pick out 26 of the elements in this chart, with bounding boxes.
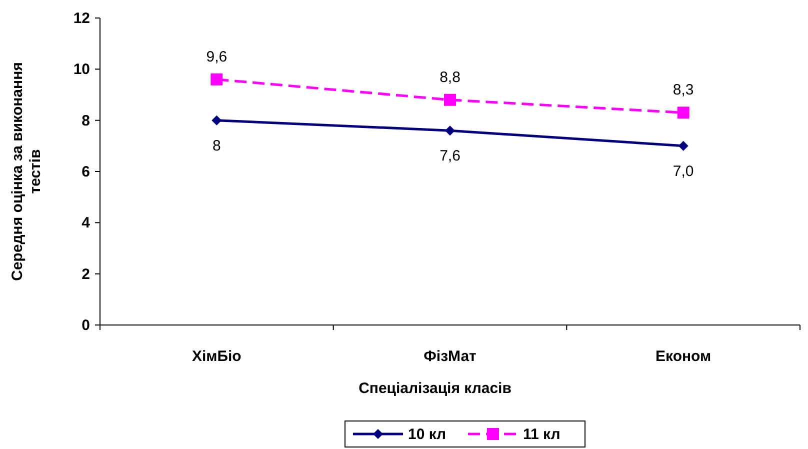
point bbox=[444, 94, 456, 106]
y-tick-label: 0 bbox=[82, 317, 90, 334]
y-tick-label: 12 bbox=[73, 10, 90, 27]
data-label: 7,6 bbox=[440, 148, 460, 165]
data-label: 8 bbox=[212, 137, 221, 154]
point bbox=[678, 140, 688, 151]
legend-label: 11 кл bbox=[523, 426, 560, 443]
x-tick-label: ФізМат bbox=[424, 348, 476, 365]
point bbox=[212, 115, 222, 126]
point bbox=[677, 106, 690, 119]
x-tick-label: ХімБіо bbox=[192, 348, 242, 365]
y-tick-label: 4 bbox=[82, 214, 91, 232]
y-tick-label: 2 bbox=[82, 266, 90, 283]
legend-label: 10 кл bbox=[408, 426, 446, 443]
x-tick-label: Економ bbox=[656, 348, 712, 365]
point bbox=[445, 126, 455, 136]
data-label: 8,8 bbox=[440, 68, 460, 86]
y-tick-label: 6 bbox=[82, 164, 90, 180]
y-axis-title: Середня оцінка за виконання тестів bbox=[9, 62, 44, 281]
point bbox=[210, 73, 223, 86]
data-label: 8,3 bbox=[672, 82, 694, 99]
x-axis-title: Спеціалізація класів bbox=[358, 380, 512, 397]
data-label: 9,6 bbox=[206, 48, 228, 66]
y-tick-label: 10 bbox=[73, 61, 90, 78]
y-tick-label: 8 bbox=[82, 112, 90, 130]
data-label: 7,0 bbox=[672, 162, 694, 180]
